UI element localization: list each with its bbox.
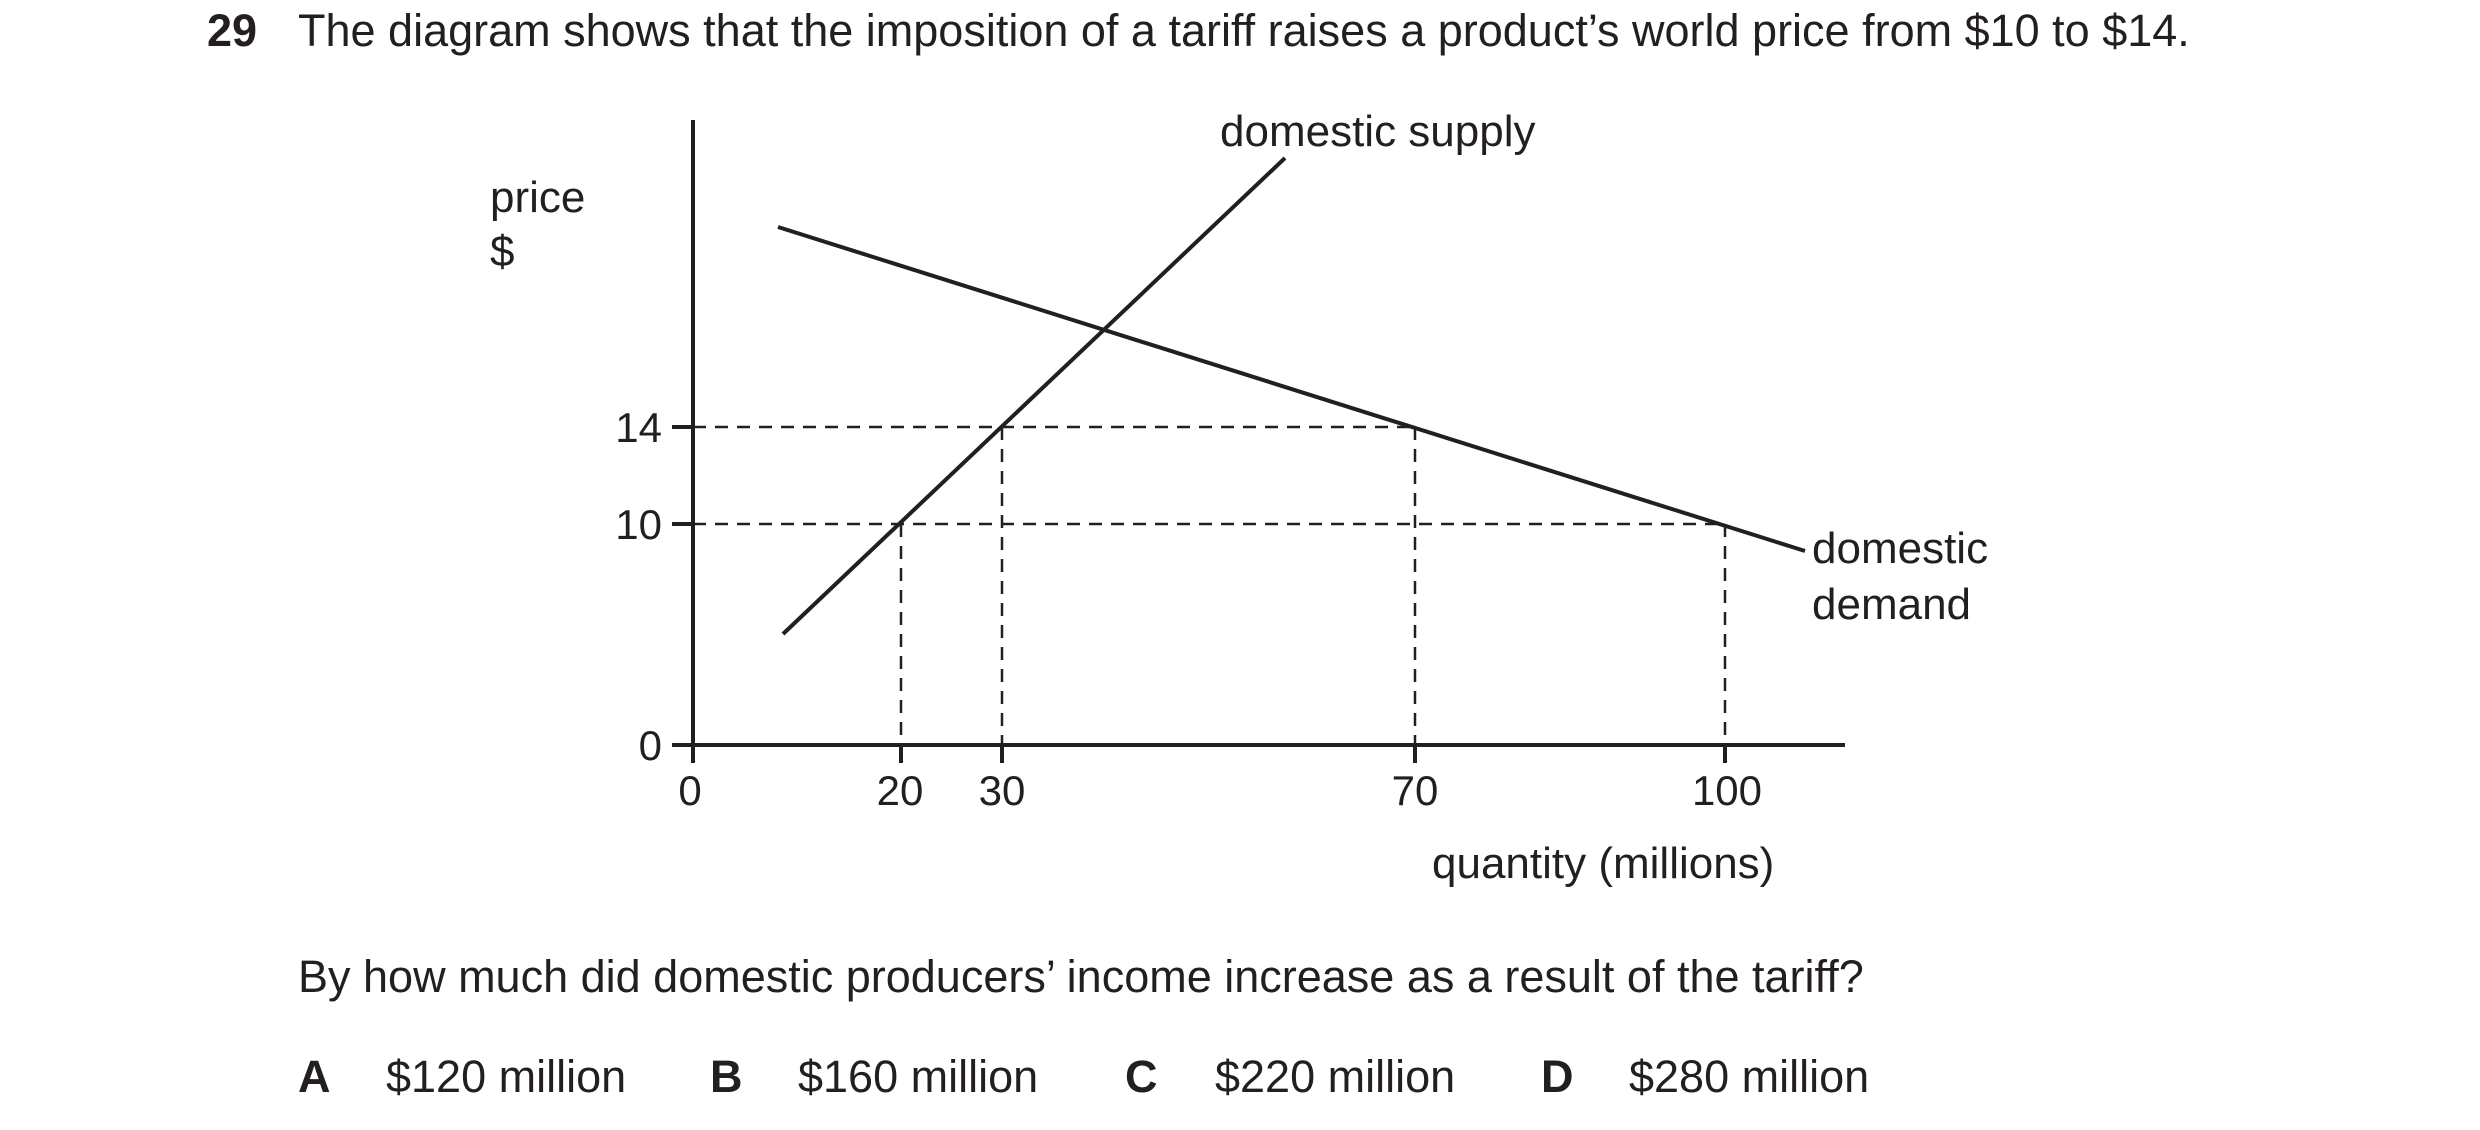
supply-label: domestic supply (1220, 107, 1535, 156)
domestic-supply-curve (781, 156, 1287, 636)
x-axis-label: quantity (millions) (1432, 839, 1774, 888)
option-d-text[interactable]: $280 million (1629, 1051, 1870, 1102)
tariff-diagram: price $ quantity (millions) domestic sup… (490, 107, 1988, 888)
demand-label-line2: demand (1812, 580, 1971, 629)
x-tick-label-0: 0 (678, 767, 701, 814)
question-prompt: By how much did domestic producers’ inco… (298, 951, 1864, 1002)
y-tick-label-14: 14 (615, 404, 662, 451)
y-tick-label-0: 0 (639, 722, 662, 769)
option-c-letter[interactable]: C (1125, 1051, 1158, 1102)
y-axis-label-line1: price (490, 173, 585, 222)
x-tick-label-30: 30 (979, 767, 1026, 814)
option-a-text[interactable]: $120 million (386, 1051, 627, 1102)
option-c-text[interactable]: $220 million (1215, 1051, 1456, 1102)
x-tick-label-20: 20 (877, 767, 924, 814)
domestic-demand-curve (777, 225, 1806, 553)
option-b-letter[interactable]: B (710, 1051, 743, 1102)
question-number: 29 (207, 5, 258, 56)
option-a-letter[interactable]: A (298, 1051, 331, 1102)
question-stem: The diagram shows that the imposition of… (298, 5, 2190, 56)
option-d-letter[interactable]: D (1541, 1051, 1574, 1102)
x-tick-label-70: 70 (1392, 767, 1439, 814)
option-b-text[interactable]: $160 million (798, 1051, 1039, 1102)
x-tick-label-100: 100 (1692, 767, 1762, 814)
demand-label-line1: domestic (1812, 524, 1988, 573)
y-tick-label-10: 10 (615, 501, 662, 548)
y-axis-label-line2: $ (490, 227, 514, 276)
